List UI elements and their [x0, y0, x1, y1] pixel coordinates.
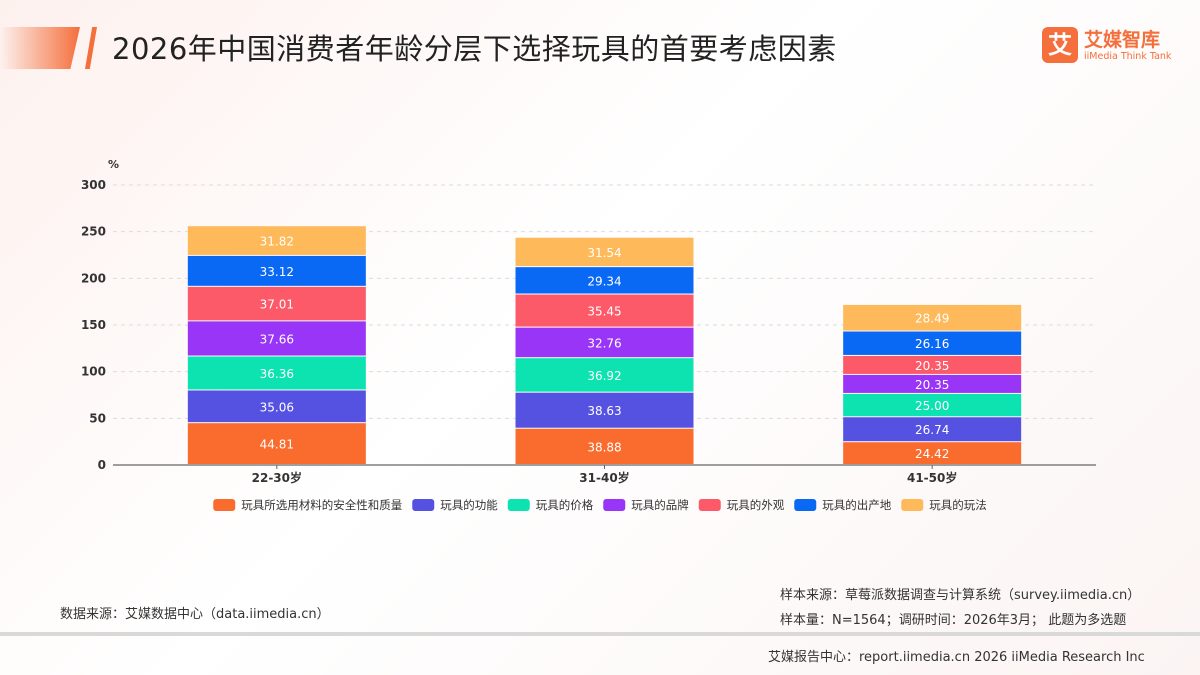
data-source-note: 数据来源：艾媒数据中心（data.iimedia.cn）: [60, 607, 330, 622]
legend-swatch: [213, 499, 236, 511]
y-tick-label: 50: [89, 411, 106, 425]
sample-source-note: 样本来源：草莓派数据调查与计算系统（survey.iimedia.cn）: [780, 588, 1141, 603]
bar-segment: [187, 356, 366, 390]
legend-label: 玩具所选用材料的安全性和质量: [241, 498, 402, 512]
bar-segment: [843, 355, 1022, 374]
bar-value-label: 29.34: [587, 274, 621, 288]
legend-swatch: [698, 499, 721, 511]
y-axis-unit: %: [108, 158, 119, 171]
header-accent-bar: [0, 27, 80, 69]
bar-value-label: 24.42: [915, 447, 949, 461]
bar-segment: [187, 423, 366, 464]
bar-segment: [515, 237, 694, 267]
bar-segment: [187, 390, 366, 423]
legend-swatch: [412, 499, 435, 511]
bar-segment: [515, 294, 694, 327]
sample-size-note: 样本量：N=1564；调研时间：2026年3月； 此题为多选题: [780, 613, 1127, 628]
legend-label: 玩具的功能: [440, 498, 498, 512]
bar-segment: [515, 428, 694, 464]
report-center-note: 艾媒报告中心：report.iimedia.cn 2026 iiMedia Re…: [768, 650, 1145, 665]
bar-value-label: 20.35: [915, 378, 949, 392]
bar-segment: [515, 327, 694, 358]
bar-segment: [843, 374, 1022, 393]
x-tick-label: 41-50岁: [907, 470, 957, 485]
legend-swatch: [603, 499, 626, 511]
bar-segment: [515, 267, 694, 294]
bar-value-label: 38.63: [587, 404, 621, 418]
bar-value-label: 32.76: [587, 336, 621, 350]
bar-value-label: 35.06: [260, 400, 294, 414]
bar-segment: [187, 226, 366, 255]
bar-value-label: 26.74: [915, 423, 949, 437]
bar-segment: [843, 393, 1022, 417]
bar-value-label: 36.36: [260, 367, 294, 381]
x-tick-label: 31-40岁: [579, 470, 629, 485]
legend-label: 玩具的价格: [536, 498, 594, 512]
bar-value-label: 36.92: [587, 369, 621, 383]
legend-label: 玩具的外观: [727, 498, 785, 512]
bar-value-label: 44.81: [260, 438, 294, 452]
bar-segment: [187, 321, 366, 356]
bar-value-label: 25.00: [915, 399, 949, 413]
legend-label: 玩具的出产地: [822, 498, 891, 512]
stacked-bar-chart: 0 50 100 150 200 250 300% 44.81 35.06 36.36 37.66 3…: [81, 158, 1096, 512]
bar-value-label: 31.54: [587, 246, 621, 260]
bar-segment: [187, 286, 366, 321]
bar-value-label: 37.01: [260, 298, 294, 312]
logo-english-name: iiMedia Think Tank: [1084, 51, 1172, 62]
bar-segment: [515, 392, 694, 428]
bar-segment: [187, 255, 366, 286]
bar-segment: [843, 304, 1022, 331]
y-tick-label: 150: [81, 318, 106, 332]
footer-divider: [0, 632, 1200, 636]
bar-segment: [843, 417, 1022, 442]
bar-value-label: 28.49: [915, 312, 949, 326]
bar-value-label: 26.16: [915, 337, 949, 351]
legend-swatch: [794, 499, 817, 511]
logo-chinese-name: 艾媒智库: [1084, 29, 1161, 51]
y-tick-label: 100: [81, 365, 106, 379]
y-tick-label: 250: [81, 225, 106, 239]
bar-value-label: 33.12: [260, 265, 294, 279]
legend-swatch: [507, 499, 530, 511]
bar-value-label: 38.88: [587, 440, 621, 454]
y-tick-label: 0: [98, 458, 106, 472]
y-tick-label: 200: [81, 271, 106, 285]
legend-label: 玩具的玩法: [929, 498, 987, 512]
bar-value-label: 35.45: [587, 305, 621, 319]
bar-segment: [843, 442, 1022, 464]
bar-value-label: 20.35: [915, 359, 949, 373]
page-title: 2026年中国消费者年龄分层下选择玩具的首要考虑因素: [112, 32, 837, 66]
bar-value-label: 37.66: [260, 332, 294, 346]
bar-value-label: 31.82: [260, 235, 294, 249]
bar-segment: [515, 358, 694, 392]
y-tick-label: 300: [81, 178, 106, 192]
legend-label: 玩具的品牌: [631, 498, 689, 512]
legend-swatch: [901, 499, 924, 511]
logo-mark: 艾: [1042, 27, 1078, 63]
bar-segment: [843, 331, 1022, 355]
x-tick-label: 22-30岁: [252, 470, 302, 485]
